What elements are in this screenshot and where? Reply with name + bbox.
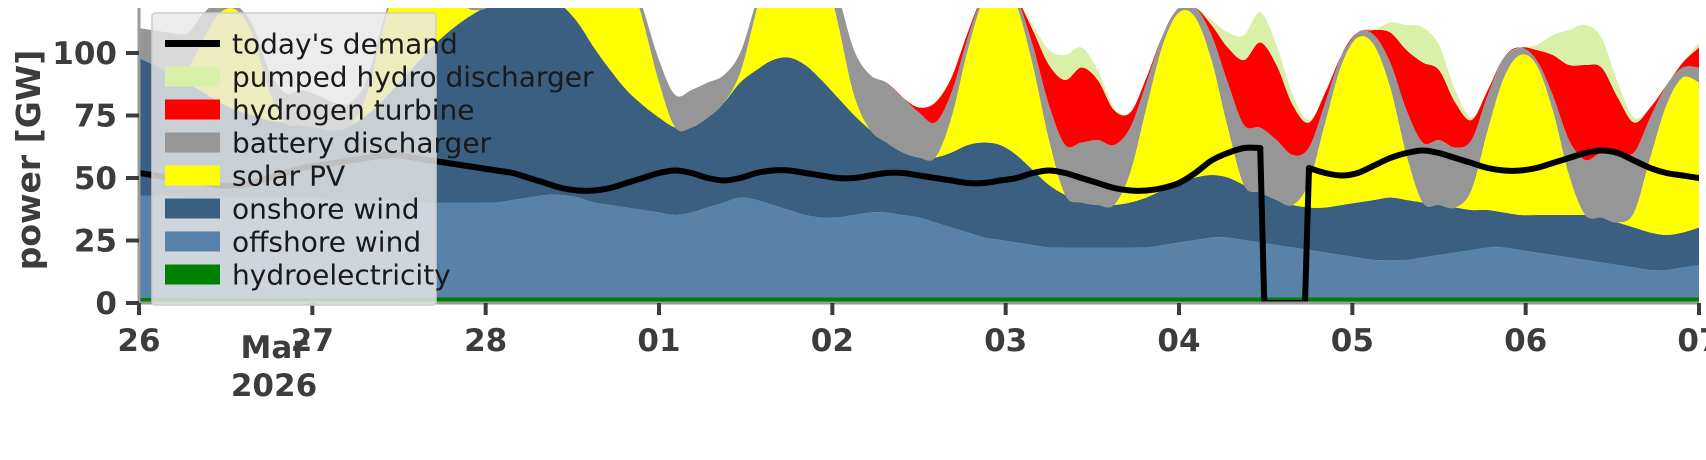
legend-frame — [151, 12, 437, 306]
x-axis-ticks: 26 27 28 01 02 03 04 05 06 07 — [117, 303, 1706, 359]
y-tick-label: 100 — [52, 36, 117, 72]
legend-color-swatch — [165, 264, 220, 285]
area-onshore-wind — [139, 8, 1699, 271]
x-tick-label: 05 — [1331, 323, 1374, 359]
demand-outage-drop — [1257, 145, 1312, 303]
legend-color-swatch — [165, 165, 220, 186]
y-tick-label: 50 — [74, 161, 117, 197]
x-axis-month-label: Mar — [240, 330, 308, 366]
legend-entry-label: onshore wind — [232, 193, 420, 226]
demand-curve-segment — [1306, 147, 1699, 181]
y-tick-label: 25 — [74, 224, 117, 260]
legend-entry-label: battery discharger — [232, 127, 492, 160]
legend-entry-label: today's demand — [232, 28, 458, 61]
legend-color-swatch — [165, 66, 220, 87]
x-tick-label: 27 — [291, 323, 334, 359]
legend-color-swatch — [165, 132, 220, 153]
area-offshore-wind — [139, 194, 1699, 299]
legend-color-swatch — [165, 231, 220, 252]
y-axis-ticks: 0 25 50 75 100 — [52, 36, 139, 322]
y-tick-label: 0 — [95, 286, 117, 322]
legend-color-swatch — [165, 198, 220, 219]
legend-entry-label: pumped hydro discharger — [232, 61, 594, 94]
y-axis-title: power [GW] — [9, 50, 48, 271]
x-tick-label: 01 — [637, 323, 680, 359]
x-axis-year-label: 2026 — [231, 368, 317, 404]
x-tick-label: 03 — [984, 323, 1027, 359]
legend-entry-label: hydrogen turbine — [232, 94, 475, 127]
x-tick-label: 07 — [1677, 323, 1706, 359]
legend-color-swatch — [165, 99, 220, 120]
x-tick-label: 02 — [811, 323, 854, 359]
x-tick-label: 04 — [1157, 323, 1200, 359]
legend-entry-label: solar PV — [232, 160, 345, 193]
legend-entry-label: offshore wind — [232, 226, 421, 259]
area-solar-PV — [139, 8, 1699, 235]
x-tick-label: 26 — [117, 323, 160, 359]
x-tick-label: 28 — [464, 323, 507, 359]
x-tick-label: 06 — [1504, 323, 1547, 359]
y-tick-label: 75 — [74, 99, 117, 135]
legend-entry-label: hydroelectricity — [232, 259, 451, 292]
